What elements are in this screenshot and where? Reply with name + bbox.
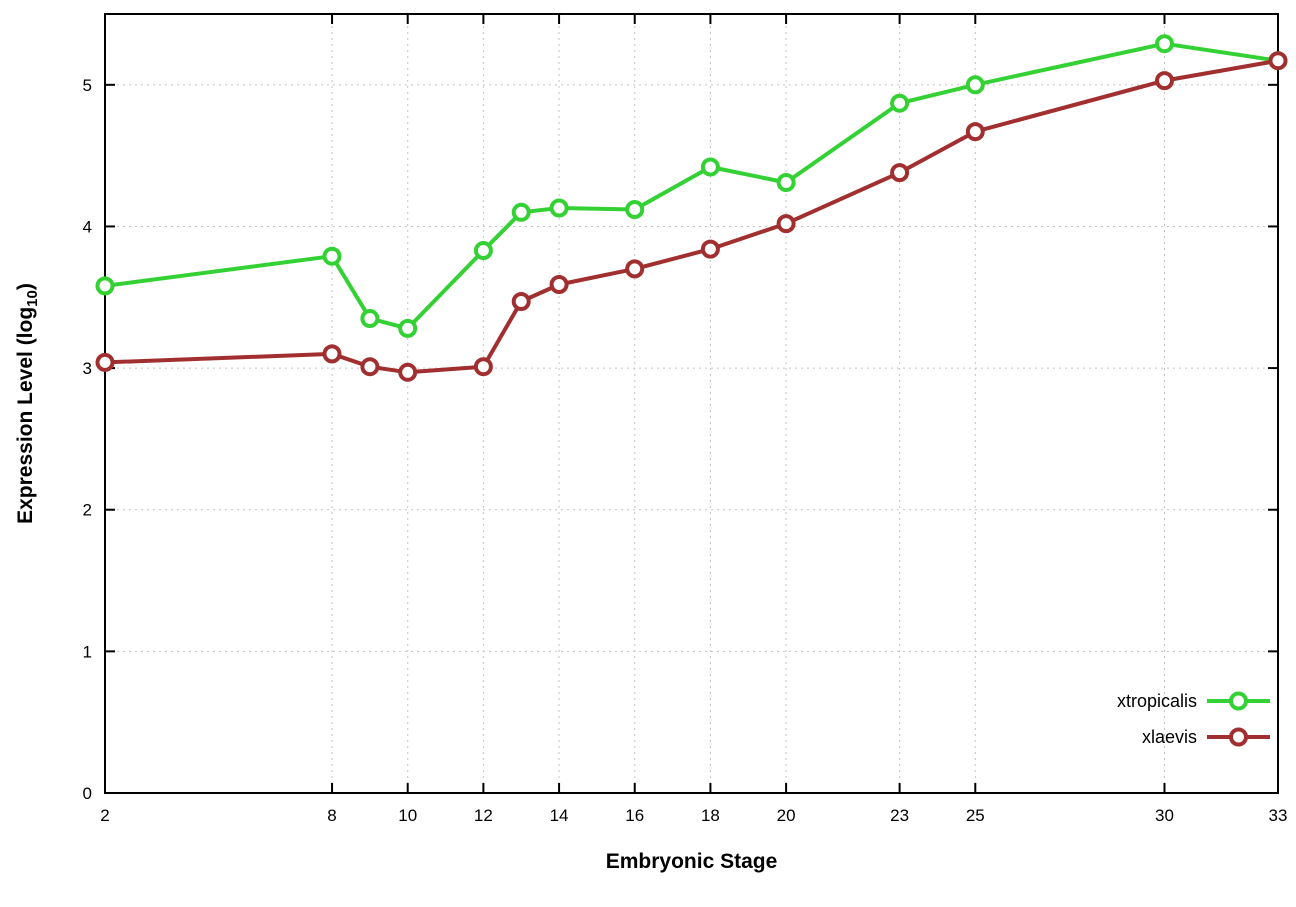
x-tick-label: 20 xyxy=(777,806,796,825)
y-axis-title-subscript: 10 xyxy=(24,290,42,307)
data-point-xtropicalis xyxy=(965,75,985,95)
data-point-xlaevis xyxy=(700,239,720,259)
data-point-xlaevis xyxy=(549,275,569,294)
y-tick-label: 1 xyxy=(83,642,92,661)
data-point-xlaevis xyxy=(890,163,910,183)
y-axis-title-text: Expression Level (log xyxy=(14,306,37,524)
x-tick-label: 33 xyxy=(1269,806,1288,825)
legend-marker-xtropicalis xyxy=(1229,691,1248,711)
y-tick-label: 0 xyxy=(83,784,92,803)
x-axis-title: Embryonic Stage xyxy=(605,850,778,873)
y-tick-label: 4 xyxy=(83,217,92,236)
y-tick-label: 3 xyxy=(83,359,92,378)
x-tick-label: 14 xyxy=(550,806,569,825)
data-point-xtropicalis xyxy=(1155,34,1174,54)
data-point-xlaevis xyxy=(473,357,493,377)
data-point-xtropicalis xyxy=(360,309,380,328)
y-axis-title-close: ) xyxy=(14,283,37,291)
x-tick-label: 12 xyxy=(474,806,493,825)
data-point-xtropicalis xyxy=(95,276,115,296)
x-tick-label: 10 xyxy=(398,806,417,825)
y-tick-label: 5 xyxy=(83,76,92,95)
data-point-xlaevis xyxy=(776,214,796,234)
data-point-xtropicalis xyxy=(511,202,531,222)
series-line-xtropicalis xyxy=(103,41,1280,331)
x-tick-label: 2 xyxy=(100,806,109,825)
data-point-xtropicalis xyxy=(398,318,418,338)
data-point-xlaevis xyxy=(1268,51,1288,71)
x-tick-label: 16 xyxy=(625,806,644,825)
data-point-xtropicalis xyxy=(473,241,493,260)
data-point-xtropicalis xyxy=(700,157,720,177)
data-point-xlaevis xyxy=(360,357,380,377)
data-point-xlaevis xyxy=(511,292,531,311)
data-point-xlaevis xyxy=(1155,71,1174,91)
y-axis-title: Expression Level (log10) xyxy=(14,14,41,793)
data-point-xtropicalis xyxy=(890,93,910,113)
data-point-xtropicalis xyxy=(322,246,342,266)
x-tick-label: 23 xyxy=(890,806,909,825)
x-tick-label: 18 xyxy=(701,806,720,825)
x-tick-label: 8 xyxy=(327,806,336,825)
data-point-xlaevis xyxy=(95,352,115,372)
plot-border xyxy=(104,13,1279,794)
legend-label-xtropicalis: xtropicalis xyxy=(1117,691,1197,711)
y-tick-label: 2 xyxy=(83,501,92,520)
data-point-xlaevis xyxy=(625,259,645,279)
legend-label-xlaevis: xlaevis xyxy=(1142,727,1197,747)
data-point-xlaevis xyxy=(965,122,985,142)
data-point-xlaevis xyxy=(398,362,418,382)
series-line-xlaevis xyxy=(103,58,1280,375)
data-point-xtropicalis xyxy=(549,198,569,218)
x-tick-label: 30 xyxy=(1155,806,1174,825)
x-tick-label: 25 xyxy=(966,806,985,825)
data-point-xtropicalis xyxy=(776,173,796,192)
data-point-xtropicalis xyxy=(625,200,645,219)
data-point-xlaevis xyxy=(322,344,342,364)
legend-marker-xlaevis xyxy=(1229,727,1248,747)
